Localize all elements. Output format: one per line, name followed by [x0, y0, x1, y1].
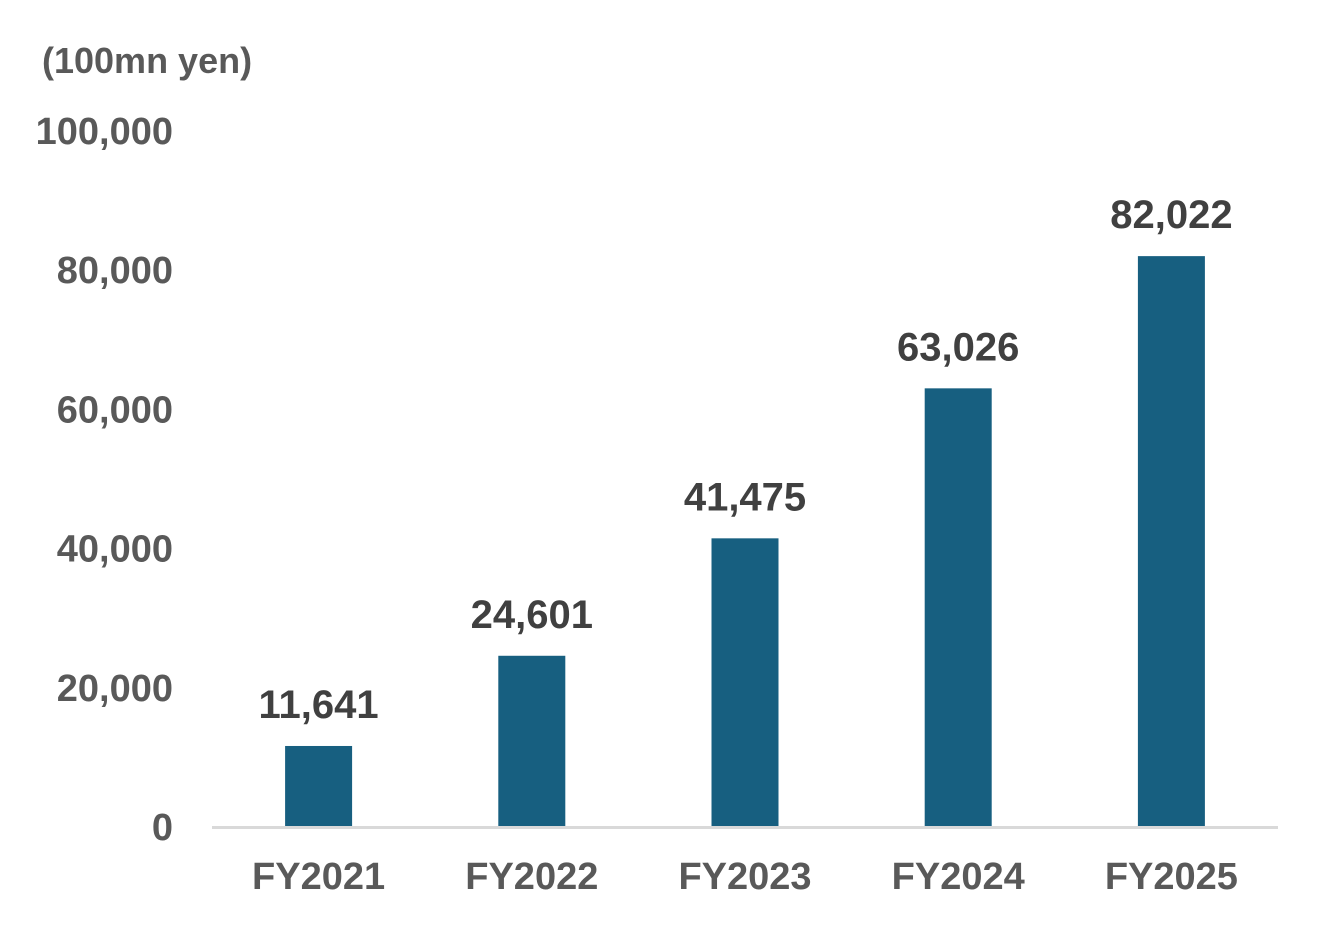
x-tick-label: FY2025: [1105, 856, 1238, 898]
data-label: 41,475: [684, 475, 806, 519]
bar: [1137, 256, 1205, 827]
y-tick-label: 0: [152, 807, 173, 849]
y-tick-label: 100,000: [36, 111, 173, 153]
data-label: 82,022: [1110, 193, 1232, 237]
y-tick-label: 60,000: [57, 389, 173, 431]
unit-label: (100mn yen): [42, 40, 252, 81]
bar: [924, 388, 992, 827]
bar: [498, 655, 566, 827]
y-tick-label: 80,000: [57, 250, 173, 292]
data-label: 63,026: [897, 325, 1019, 369]
bars: [285, 256, 1205, 827]
x-tick-label: FY2024: [892, 856, 1025, 898]
bar: [285, 745, 353, 827]
data-label: 11,641: [259, 683, 379, 727]
x-axis-labels: FY2021 FY2022 FY2023 FY2024 FY2025: [252, 856, 1238, 898]
bar: [711, 538, 779, 827]
data-labels: 11,641 24,601 41,475 63,026 82,022: [259, 193, 1233, 727]
data-label: 24,601: [471, 593, 593, 637]
y-tick-label: 20,000: [57, 668, 173, 710]
x-tick-label: FY2021: [252, 856, 385, 898]
y-axis-ticks: 0 20,000 40,000 60,000 80,000 100,000: [36, 111, 173, 849]
x-tick-label: FY2022: [465, 856, 598, 898]
x-tick-label: FY2023: [678, 856, 811, 898]
y-tick-label: 40,000: [57, 529, 173, 571]
